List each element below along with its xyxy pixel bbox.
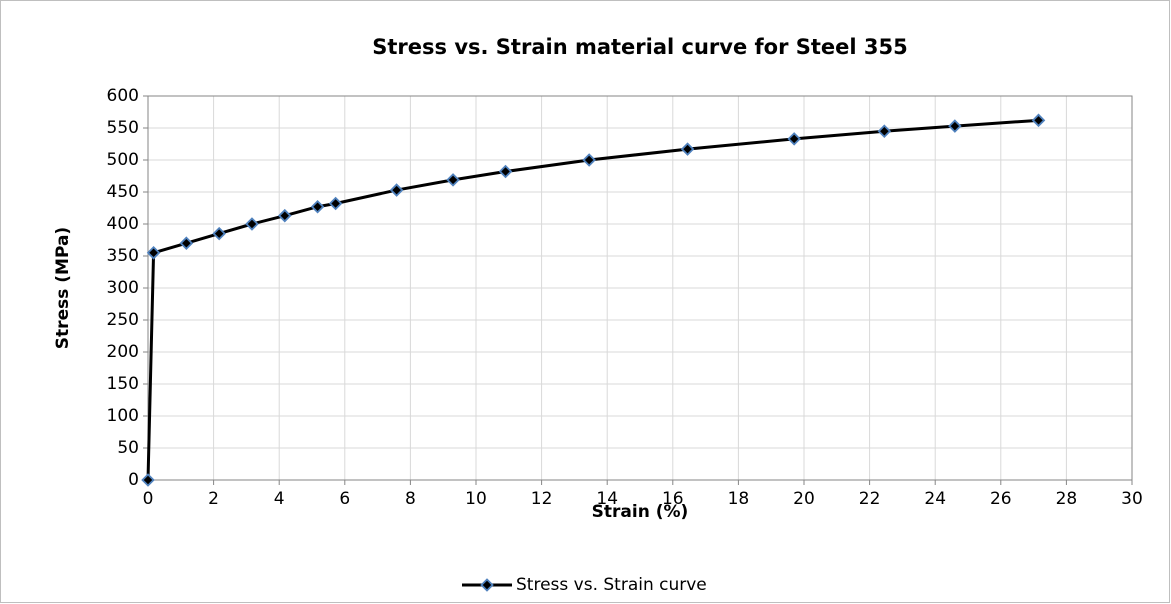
y-tick-label: 50	[117, 438, 139, 458]
x-tick-label: 30	[1121, 489, 1143, 509]
data-point	[389, 183, 404, 197]
y-tick-label: 100	[107, 406, 139, 426]
y-tick-label: 200	[107, 342, 139, 362]
data-point	[498, 164, 513, 179]
data-point	[948, 119, 962, 133]
x-tick-label: 26	[990, 489, 1012, 509]
x-tick-label: 6	[339, 489, 350, 509]
x-tick-label: 20	[793, 489, 815, 509]
data-point	[141, 473, 155, 487]
chart-title: Stress vs. Strain material curve for Ste…	[372, 35, 908, 59]
data-point	[146, 246, 161, 260]
x-tick-label: 14	[596, 489, 618, 509]
x-tick-label: 22	[859, 489, 881, 509]
x-tick-label: 0	[143, 489, 154, 509]
legend-marker	[480, 578, 494, 592]
x-tick-label: 10	[465, 489, 487, 509]
x-tick-label: 18	[728, 489, 750, 509]
y-tick-label: 150	[107, 374, 139, 394]
plot-border	[147, 95, 1133, 481]
data-point	[680, 142, 695, 156]
x-tick-label: 28	[1056, 489, 1078, 509]
data-point	[582, 153, 596, 167]
y-tick-label: 250	[107, 310, 139, 330]
data-point	[328, 196, 343, 211]
y-tick-label: 400	[107, 214, 139, 234]
x-tick-label: 2	[208, 489, 219, 509]
y-tick-label: 350	[107, 246, 139, 266]
legend-label: Stress vs. Strain curve	[516, 575, 707, 595]
x-tick-label: 8	[405, 489, 416, 509]
data-point	[877, 124, 892, 138]
y-tick-label: 550	[107, 118, 139, 138]
data-point	[1031, 113, 1046, 128]
x-tick-label: 4	[274, 489, 285, 509]
y-tick-label: 450	[107, 182, 139, 202]
data-point	[245, 217, 259, 231]
y-tick-label: 300	[107, 278, 139, 298]
data-point	[787, 132, 801, 146]
data-point	[212, 226, 226, 241]
y-tick-label: 0	[128, 470, 139, 490]
x-tick-label: 16	[662, 489, 684, 509]
x-tick-label: 12	[531, 489, 553, 509]
data-point	[179, 236, 194, 250]
x-tick-label: 24	[924, 489, 946, 509]
data-point	[446, 173, 460, 187]
data-point	[310, 199, 325, 214]
y-tick-label: 500	[107, 150, 139, 170]
y-tick-label: 600	[107, 86, 139, 106]
y-axis-label: Stress (MPa)	[53, 227, 73, 349]
x-axis-label: Strain (%)	[592, 502, 689, 522]
data-point	[278, 208, 292, 223]
